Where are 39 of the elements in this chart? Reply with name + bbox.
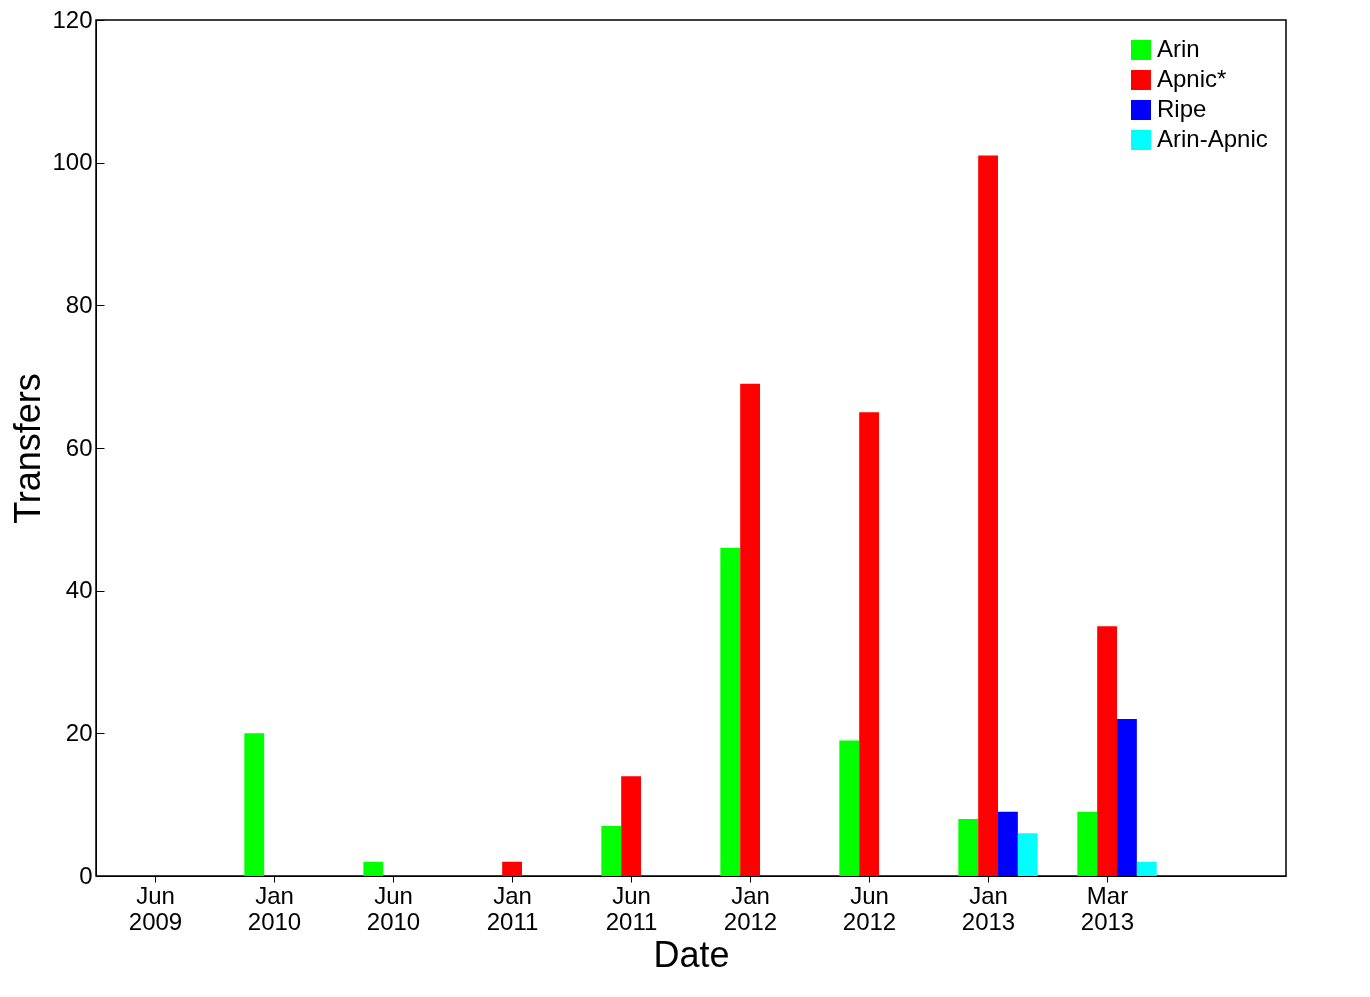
y-tick-label: 100 [52, 148, 93, 176]
legend-label: Ripe [1157, 95, 1207, 122]
x-tick-label: Mar 2013 [1080, 881, 1135, 935]
x-tick-label: Jun 2011 [605, 881, 658, 935]
x-tick-label: Jan 2012 [723, 881, 778, 935]
legend-label: Arin-Apnic [1157, 125, 1268, 152]
legend-label: Arin [1157, 35, 1200, 62]
bar [1077, 811, 1098, 876]
y-tick-label: 0 [79, 861, 93, 889]
bar [502, 861, 523, 876]
x-tick-label: Jan 2013 [961, 881, 1016, 935]
x-tick-label: Jun 2010 [366, 881, 421, 935]
bar [978, 155, 999, 876]
bar [958, 818, 979, 876]
bar [1117, 719, 1137, 876]
bar [859, 412, 880, 876]
x-tick-label: Jun 2012 [842, 881, 897, 935]
bar [839, 740, 860, 876]
y-tick-label: 120 [52, 5, 93, 33]
y-tick-label: 80 [65, 290, 93, 318]
y-tick-label: 20 [65, 718, 93, 746]
bar [1136, 861, 1157, 876]
bar [621, 776, 642, 876]
bar [740, 383, 761, 876]
x-axis-title: Date [653, 933, 730, 975]
bar [601, 826, 622, 876]
bar [1097, 626, 1118, 876]
y-tick-label: 60 [65, 433, 93, 461]
bar [720, 547, 741, 876]
bar [1017, 833, 1038, 876]
y-tick-label: 40 [65, 576, 93, 604]
bar [244, 733, 265, 876]
x-tick-label: Jun 2009 [128, 881, 183, 935]
x-tick-label: Jan 2011 [486, 881, 539, 935]
bar [998, 811, 1018, 876]
bar [363, 861, 384, 876]
y-axis-title: Transfers [7, 373, 49, 524]
legend-label: Apnic* [1157, 65, 1227, 92]
x-tick-label: Jan 2010 [247, 881, 302, 935]
